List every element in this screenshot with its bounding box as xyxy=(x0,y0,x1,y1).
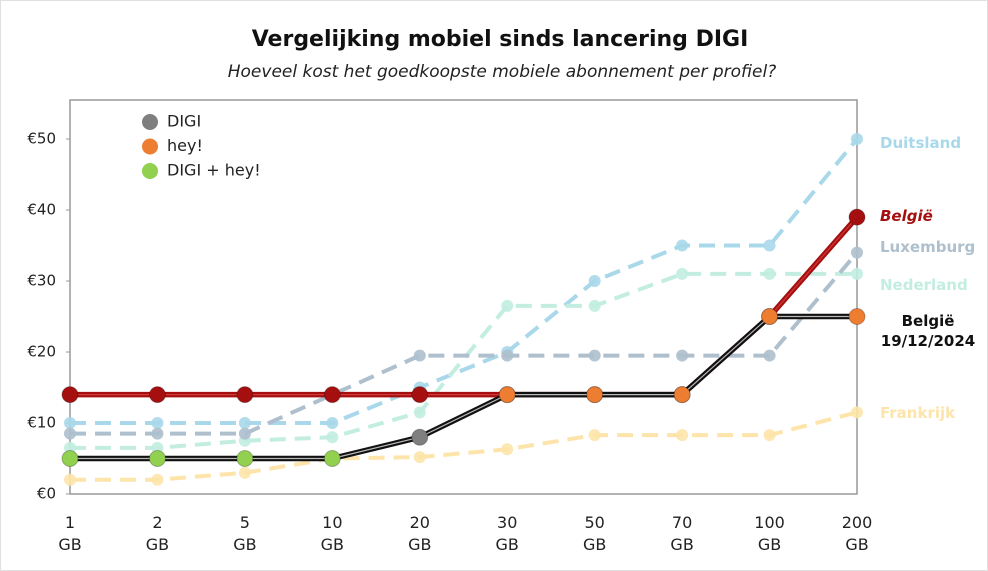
x-tick-label: 200 GB xyxy=(841,513,873,554)
point xyxy=(761,308,779,326)
point xyxy=(148,450,166,468)
point xyxy=(673,386,691,404)
x-tick-label: 30 GB xyxy=(495,513,519,554)
point xyxy=(763,429,776,442)
point xyxy=(848,208,866,226)
point xyxy=(763,349,776,362)
point xyxy=(238,427,251,440)
point xyxy=(151,473,164,486)
y-tick-label: €0 xyxy=(37,485,56,503)
legend-label: DIGI xyxy=(167,112,201,131)
point xyxy=(851,406,863,419)
legend-marker xyxy=(142,163,158,179)
point xyxy=(501,299,514,312)
x-tick-label: 10 GB xyxy=(320,513,345,554)
point xyxy=(151,441,164,454)
point xyxy=(413,406,426,419)
legend-label: DIGI + hey! xyxy=(167,161,261,180)
point xyxy=(588,275,601,288)
x-tick-label: 70 GB xyxy=(670,513,694,554)
point xyxy=(851,267,863,280)
point xyxy=(851,133,863,146)
x-tick-label: 1 GB xyxy=(58,513,82,554)
point xyxy=(588,349,601,362)
point xyxy=(64,417,76,430)
point xyxy=(848,308,866,326)
point xyxy=(61,450,79,468)
point xyxy=(326,431,339,444)
series-line xyxy=(70,137,859,426)
point xyxy=(236,450,254,468)
series-line xyxy=(70,271,857,450)
x-tick-label: 50 GB xyxy=(582,513,607,554)
y-tick-label: €10 xyxy=(27,414,56,432)
series-end-label: Duitsland xyxy=(880,134,962,153)
x-tick-label: 100 GB xyxy=(754,513,785,554)
series-end-label: Frankrijk xyxy=(880,404,956,423)
series-end-label: Nederland xyxy=(880,275,968,294)
point xyxy=(413,349,426,362)
plot-area xyxy=(69,99,858,495)
y-tick-label: €40 xyxy=(27,201,56,219)
point xyxy=(413,451,426,464)
point xyxy=(323,386,341,404)
point xyxy=(236,386,254,404)
point xyxy=(763,239,776,252)
series-end-label: Luxemburg xyxy=(880,237,976,256)
point xyxy=(238,466,251,479)
point xyxy=(238,417,251,430)
x-tick-label: 2 GB xyxy=(145,513,170,554)
y-tick-label: €50 xyxy=(27,130,56,148)
legend-marker xyxy=(142,114,158,130)
point xyxy=(64,427,76,440)
point xyxy=(676,429,689,442)
point xyxy=(676,239,689,252)
y-tick-label: €30 xyxy=(27,272,56,290)
point xyxy=(151,417,164,430)
point xyxy=(586,386,604,404)
legend-label: hey! xyxy=(167,136,203,155)
chart-subtitle: Hoeveel kost het goedkoopste mobiele abo… xyxy=(228,62,777,82)
series-line xyxy=(70,410,858,482)
point xyxy=(64,473,76,486)
series-end-label: België xyxy=(880,207,933,226)
point xyxy=(851,246,863,259)
point xyxy=(763,267,776,280)
chart-title: Vergelijking mobiel sinds lancering DIGI xyxy=(252,27,749,52)
point xyxy=(411,386,429,404)
series-line xyxy=(70,313,857,462)
point xyxy=(326,417,339,430)
series-line-core xyxy=(70,315,857,460)
point xyxy=(64,441,76,454)
legend-marker xyxy=(142,138,158,155)
point xyxy=(501,349,514,362)
point xyxy=(676,349,689,362)
point xyxy=(148,386,166,404)
series-line xyxy=(70,251,859,436)
point xyxy=(501,443,514,456)
point xyxy=(151,427,164,440)
point xyxy=(498,386,516,404)
point xyxy=(61,386,79,404)
point xyxy=(411,428,429,446)
point xyxy=(676,267,689,280)
x-tick-label: 5 GB xyxy=(233,513,257,554)
series-end-label: België 19/12/2024 xyxy=(880,311,976,350)
y-tick-label: €20 xyxy=(27,343,56,361)
point xyxy=(588,299,601,312)
point xyxy=(323,450,341,468)
point xyxy=(588,429,601,442)
x-tick-label: 20 GB xyxy=(408,513,432,554)
